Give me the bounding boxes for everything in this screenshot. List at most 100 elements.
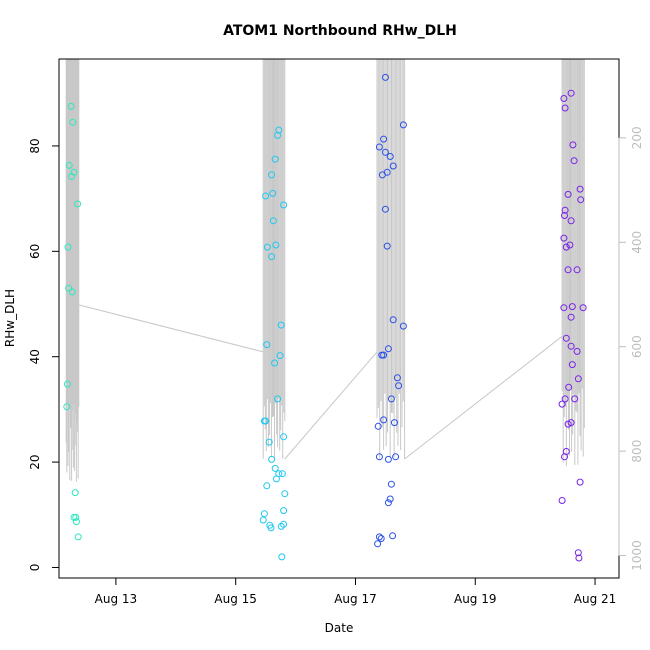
data-point (389, 162, 397, 170)
data-point (383, 242, 391, 250)
data-point (392, 453, 400, 461)
data-point (561, 453, 568, 461)
data-point (571, 395, 579, 403)
data-point (277, 522, 285, 530)
data-points (63, 73, 587, 562)
data-point (573, 347, 581, 355)
data-point (277, 321, 285, 329)
y2-tick-label: 1000 (630, 540, 644, 571)
data-point (263, 482, 271, 490)
data-point (74, 533, 82, 541)
data-point (375, 453, 383, 461)
y-axis-label: RHw_DLH (3, 289, 17, 347)
data-point (63, 380, 71, 388)
x-tick-label: Aug 21 (574, 592, 617, 606)
data-point (570, 157, 578, 165)
data-point (269, 189, 277, 197)
data-point (562, 243, 570, 251)
data-point (561, 206, 569, 214)
data-point (378, 171, 386, 179)
data-point (577, 196, 585, 204)
data-point (280, 201, 288, 209)
data-point (268, 171, 276, 179)
data-point (265, 438, 273, 446)
data-point (262, 417, 270, 425)
data-point (576, 478, 584, 486)
data-point (280, 507, 288, 515)
data-point (558, 497, 566, 504)
data-point (268, 253, 276, 261)
data-point (278, 553, 286, 561)
data-point (63, 403, 71, 411)
y2-tick-label: 200 (630, 126, 644, 149)
data-point (395, 382, 403, 390)
data-point (72, 518, 80, 526)
data-point (566, 241, 574, 249)
data-point (399, 322, 407, 330)
data-point (263, 341, 271, 349)
x-tick-label: Aug 13 (95, 592, 138, 606)
data-point (386, 153, 394, 160)
data-point (384, 499, 392, 507)
transit-line (284, 351, 378, 460)
data-point (561, 212, 568, 219)
data-point (72, 513, 80, 521)
data-point (568, 361, 576, 369)
y-tick-label: 40 (28, 349, 42, 364)
data-point (262, 192, 270, 200)
data-point (561, 104, 569, 112)
data-point (565, 383, 573, 391)
transit-line (78, 304, 264, 353)
data-point (259, 516, 267, 524)
data-point (389, 532, 397, 540)
data-point (560, 234, 568, 242)
transit-line (404, 335, 563, 460)
data-point (269, 217, 277, 225)
data-point (74, 200, 82, 208)
data-point (71, 489, 79, 497)
data-point (65, 161, 73, 169)
data-point (274, 131, 282, 139)
data-point (564, 420, 572, 428)
data-point (260, 510, 268, 518)
data-point (271, 464, 279, 472)
data-point (281, 490, 289, 498)
data-point (68, 173, 76, 180)
data-point (561, 395, 569, 403)
data-point (573, 266, 581, 274)
data-point (387, 480, 395, 488)
x-tick-label: Aug 17 (334, 592, 377, 606)
data-point (69, 118, 77, 126)
data-point (579, 304, 587, 312)
data-point (380, 135, 388, 143)
data-point (560, 95, 568, 102)
y-tick-label: 20 (28, 454, 42, 469)
data-point (569, 141, 577, 149)
data-point (67, 102, 75, 110)
data-point (381, 148, 389, 156)
data-point (567, 89, 575, 97)
data-point (64, 243, 72, 251)
data-point (389, 316, 397, 324)
data-point (575, 554, 583, 562)
data-point (271, 359, 279, 367)
data-point (377, 535, 385, 542)
data-point (272, 241, 280, 249)
data-point (564, 190, 572, 198)
data-point (560, 304, 568, 312)
data-point (387, 395, 395, 403)
data-point (562, 334, 570, 342)
data-point (267, 524, 275, 532)
data-point (381, 205, 389, 213)
data-point (574, 375, 582, 383)
data-point (381, 73, 389, 81)
data-point (65, 284, 73, 292)
data-point (567, 342, 575, 350)
data-point (271, 155, 279, 163)
data-point (399, 121, 407, 129)
x-tick-label: Aug 19 (454, 592, 497, 606)
data-point (278, 470, 286, 478)
x-axis-label: Date (325, 621, 354, 635)
data-point (375, 533, 383, 541)
data-point (274, 395, 282, 403)
